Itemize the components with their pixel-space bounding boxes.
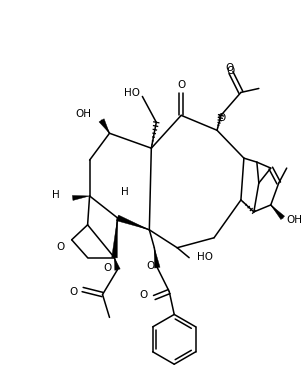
- Text: O: O: [146, 261, 154, 271]
- Text: HO: HO: [125, 89, 140, 98]
- Text: O: O: [226, 63, 234, 73]
- Polygon shape: [271, 205, 285, 220]
- Text: H: H: [52, 190, 60, 200]
- Text: O: O: [177, 81, 185, 90]
- Polygon shape: [114, 258, 120, 270]
- Text: O: O: [217, 113, 225, 124]
- Polygon shape: [154, 248, 160, 268]
- Text: H: H: [121, 187, 128, 197]
- Text: O: O: [57, 242, 65, 252]
- Text: HO: HO: [197, 252, 213, 262]
- Text: O: O: [103, 263, 112, 272]
- Polygon shape: [116, 215, 149, 230]
- Text: O: O: [139, 290, 147, 299]
- Polygon shape: [99, 119, 110, 133]
- Polygon shape: [73, 195, 90, 200]
- Text: O: O: [69, 287, 78, 296]
- Text: O: O: [227, 65, 235, 76]
- Text: OH: OH: [76, 109, 91, 119]
- Text: OH: OH: [287, 215, 303, 225]
- Polygon shape: [112, 218, 118, 258]
